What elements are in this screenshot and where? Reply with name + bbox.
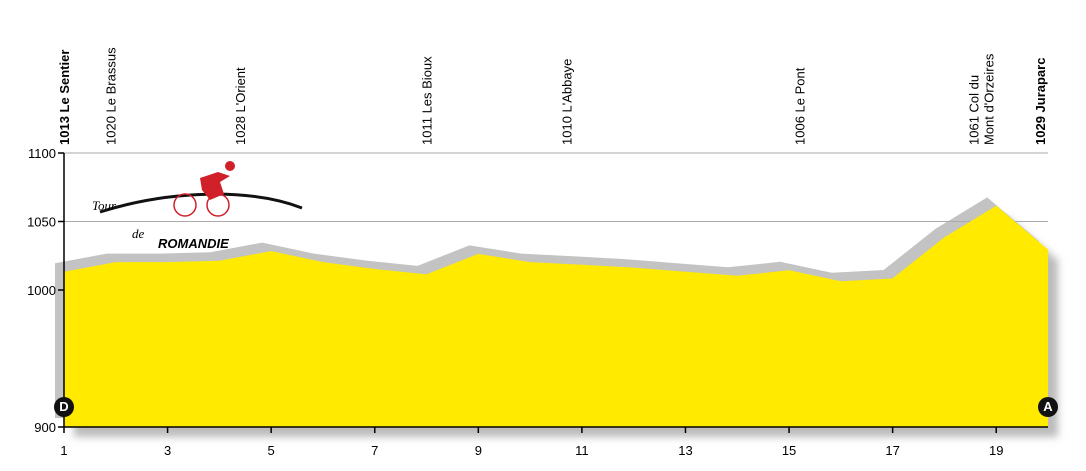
waypoint-label: 1010 L'Abbaye [559, 59, 574, 145]
labels: 1013 Le Sentier 1020 Le Brassus 1028 L'Ori… [57, 47, 1048, 145]
x-tick-label: 19 [989, 443, 1003, 458]
waypoint-label: 1029 Juraparc [1033, 58, 1048, 145]
waypoint-label: 1020 Le Brassus [104, 47, 119, 145]
logo-swoosh [99, 192, 303, 214]
logo-wheel [173, 193, 197, 217]
marker-label: A [1043, 399, 1053, 414]
waypoint-label: 1028 L'Orient [233, 67, 248, 145]
logo-word: ROMANDIE [158, 236, 229, 251]
x-tick-label: 13 [678, 443, 692, 458]
marker-circle [54, 397, 74, 417]
logo-rider [200, 172, 230, 200]
marker-circle [1038, 397, 1058, 417]
marker-label: D [59, 399, 68, 414]
y-tick-label: 1100 [28, 146, 56, 161]
x-tick-label: 7 [371, 443, 378, 458]
x-tick-label: 9 [475, 443, 482, 458]
x-tick-label: 1 [60, 443, 67, 458]
waypoint-label: 1011 Les Bioux [420, 56, 435, 145]
profile-line [63, 205, 1049, 283]
y-tick-label: 1050 [27, 215, 56, 230]
y-tick-label: 1000 [27, 283, 56, 298]
x-tick-label: 17 [885, 443, 899, 458]
logo: Tour de ROMANDIE [92, 161, 303, 251]
waypoint-label: 1006 Le Pont [792, 67, 807, 145]
x-tick-label: 15 [782, 443, 796, 458]
x-tick-label: 3 [164, 443, 171, 458]
y-tick-label: 900 [34, 420, 56, 435]
area-fill [64, 206, 1048, 427]
logo-word: Tour [92, 198, 117, 213]
area [63, 205, 1049, 427]
logo-word: de [132, 226, 145, 241]
logo-head [225, 161, 235, 171]
waypoint-label: 1061 Col du [966, 75, 981, 145]
waypoint-label: 1013 Le Sentier [57, 50, 72, 145]
x-tick-label: 5 [268, 443, 275, 458]
waypoint-label: Mont d'Orzeires [981, 53, 996, 145]
x-tick-label: 11 [575, 443, 589, 458]
